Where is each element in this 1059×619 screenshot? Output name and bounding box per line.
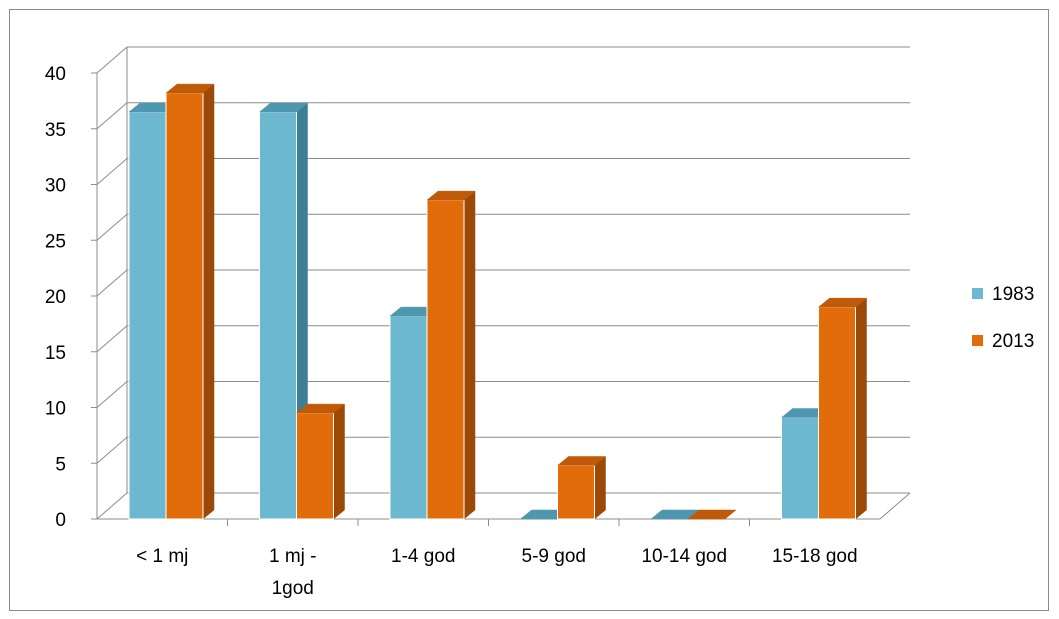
x-tick-label: 5-9 god — [522, 546, 586, 567]
x-tick-label: < 1 mj — [136, 546, 188, 567]
bar — [296, 412, 334, 520]
bar — [165, 92, 204, 520]
side-wall-gridline — [96, 436, 128, 464]
y-tick-label: 15 — [45, 343, 66, 364]
legend-swatch — [972, 288, 983, 299]
bar-side — [594, 455, 606, 520]
bar-top — [165, 83, 215, 94]
y-tick-label: 20 — [45, 287, 66, 308]
bar — [557, 464, 595, 520]
bar — [426, 199, 465, 520]
legend-swatch — [972, 335, 983, 346]
y-tick-label: 5 — [55, 454, 66, 475]
legend-label: 1983 — [992, 284, 1034, 305]
y-tick-label: 40 — [45, 64, 66, 85]
bar-side — [333, 403, 345, 520]
bar — [128, 111, 167, 520]
bar — [259, 111, 297, 520]
y-tick-label: 30 — [45, 176, 66, 197]
legend-label: 2013 — [992, 331, 1034, 352]
bar — [781, 417, 819, 520]
side-wall-gridline — [96, 492, 128, 520]
x-tick-label: 1god — [272, 578, 314, 599]
side-wall-gridline — [96, 158, 128, 185]
side-wall-gridline — [96, 46, 128, 74]
bar-top — [687, 509, 737, 520]
bar-top — [817, 297, 868, 308]
bar-top — [556, 456, 607, 466]
bar-side — [463, 190, 476, 520]
y-tick-label: 10 — [45, 399, 66, 420]
x-tick-label: 10-14 god — [641, 546, 727, 567]
bar-side — [202, 83, 215, 520]
side-wall-gridline — [96, 269, 128, 297]
y-tick-label: 0 — [55, 510, 66, 531]
side-wall-gridline — [96, 381, 128, 408]
side-wall-gridline — [96, 102, 128, 130]
x-tick-label: 1 mj - — [269, 546, 317, 567]
side-wall-gridline — [96, 213, 128, 241]
bar — [389, 315, 428, 520]
y-tick-label: 35 — [45, 120, 66, 141]
x-tick-label: 15-18 god — [772, 546, 858, 567]
bar-top — [426, 190, 476, 201]
bar-top — [295, 403, 346, 414]
x-tick-label: 1-4 god — [391, 546, 455, 567]
bar-side — [855, 297, 867, 520]
side-wall-gridline — [96, 325, 128, 353]
bar-top — [258, 102, 309, 113]
floor-right-edge — [879, 492, 911, 520]
y-tick-label: 25 — [45, 231, 66, 252]
bar — [818, 306, 856, 520]
